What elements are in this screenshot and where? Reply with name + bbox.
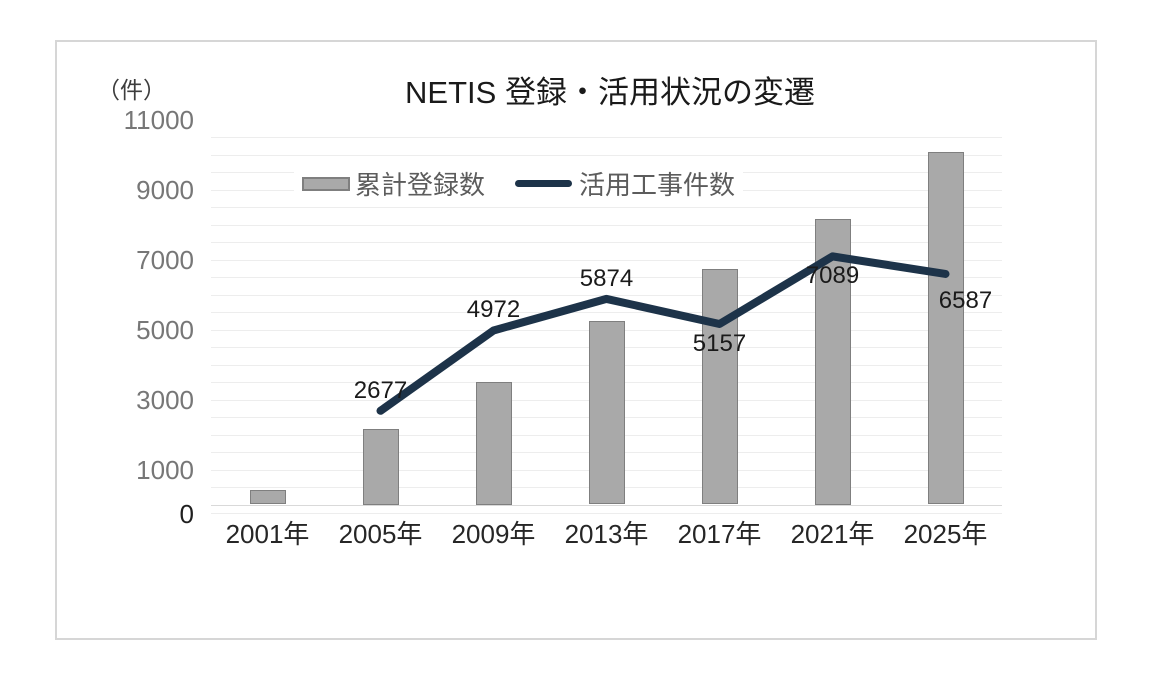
gridline	[211, 137, 1002, 138]
x-axis-label: 2017年	[677, 519, 762, 549]
x-axis-label: 2001年	[225, 519, 310, 549]
gridline	[211, 224, 1002, 226]
line-data-label: 5874	[579, 264, 634, 292]
legend: 累計登録数 活用工事件数	[294, 161, 744, 206]
x-axis-label: 2013年	[564, 519, 649, 549]
y-axis-label: 5000	[136, 314, 194, 345]
legend-label-bar-series: 累計登録数	[355, 170, 486, 200]
chart-title: NETIS 登録・活用状況の変遷	[405, 75, 815, 110]
bar-2005	[362, 429, 399, 505]
y-axis-label: 9000	[136, 174, 194, 205]
gridline	[211, 242, 1002, 243]
line-data-label: 6587	[938, 286, 993, 314]
y-axis-label: 11000	[123, 104, 194, 135]
y-axis-label: 1000	[136, 454, 194, 485]
line-data-label: 4972	[466, 296, 521, 324]
gridline	[211, 154, 1002, 156]
legend-label-line-series: 活用工事件数	[579, 170, 736, 200]
gridline	[211, 207, 1002, 208]
x-axis-label: 2005年	[338, 519, 423, 549]
x-axis-label: 2025年	[903, 519, 988, 549]
gridline	[211, 513, 1002, 515]
y-axis-label: 0	[179, 498, 194, 529]
bar-2025	[927, 152, 964, 505]
line-series-path	[376, 252, 950, 415]
zero-gridline	[211, 504, 1002, 506]
x-axis-label: 2021年	[790, 519, 875, 549]
line-data-label: 5157	[692, 330, 747, 357]
chart-card: NETIS 登録・活用状況の変遷 （件） 累計登録数 活用工事件数 2677 49…	[55, 40, 1097, 640]
line-data-label: 2677	[353, 376, 408, 404]
bar-2009	[475, 382, 512, 505]
gridline	[211, 312, 1002, 313]
line-data-label: 7089	[805, 262, 860, 290]
bar-2013	[588, 321, 625, 505]
gridline	[211, 294, 1002, 296]
x-axis-label: 2009年	[451, 519, 536, 549]
y-axis-label: 3000	[136, 384, 194, 415]
bar-2017	[701, 269, 738, 505]
bar-2001	[249, 489, 286, 505]
gridline	[211, 259, 1002, 261]
legend-bar-swatch-icon	[302, 176, 350, 191]
y-axis-unit-label: （件）	[97, 77, 166, 103]
y-axis-label: 7000	[136, 244, 194, 275]
legend-line-swatch-icon	[515, 180, 573, 187]
